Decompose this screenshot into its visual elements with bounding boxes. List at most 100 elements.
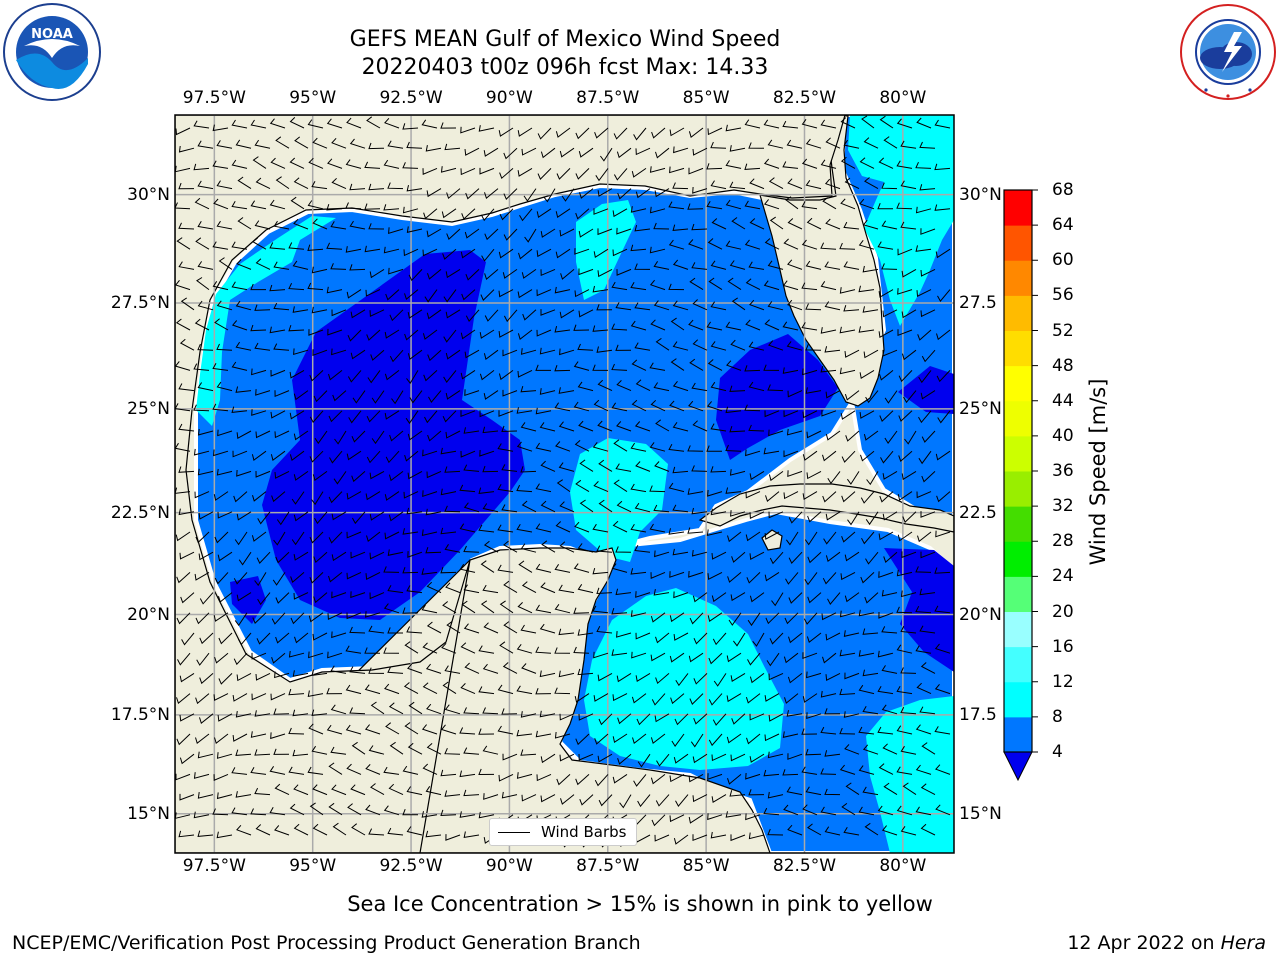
nws-logo-icon xyxy=(1180,4,1276,100)
wind-barb xyxy=(369,309,385,317)
wind-barb xyxy=(217,429,233,437)
colorbar-tick-label: 64 xyxy=(1052,215,1074,236)
wind-barb xyxy=(784,612,799,625)
wind-barb xyxy=(479,410,495,418)
wind-barb xyxy=(214,652,229,664)
noaa-logo-icon: NOAA xyxy=(3,3,101,101)
wind-barb xyxy=(706,163,723,170)
wind-barb xyxy=(825,632,841,641)
wind-barb xyxy=(937,289,951,302)
wind-barb xyxy=(556,479,571,493)
wind-barb xyxy=(333,471,347,485)
wind-barb xyxy=(822,450,837,462)
wind-barb xyxy=(805,786,822,796)
wind-barb xyxy=(725,406,742,414)
wind-barb xyxy=(559,713,575,721)
lon-tick-label-top: 87.5°W xyxy=(576,88,640,108)
wind-barb xyxy=(212,403,229,412)
wind-barb xyxy=(292,749,309,757)
wind-barb xyxy=(802,450,818,461)
wind-barb xyxy=(937,410,951,424)
wind-barb xyxy=(844,672,860,680)
wind-barb xyxy=(707,773,723,780)
wind-barb xyxy=(236,592,252,602)
wind-barb xyxy=(744,200,761,210)
wind-barb xyxy=(634,263,651,270)
wind-barb xyxy=(213,449,229,457)
wind-barb xyxy=(178,830,195,838)
wind-barb xyxy=(592,442,609,452)
wind-barb xyxy=(687,527,704,534)
wind-barb xyxy=(383,647,400,654)
wind-barb xyxy=(785,196,799,210)
wind-barb xyxy=(592,605,609,614)
wind-barb xyxy=(252,612,267,624)
wind-barb xyxy=(332,822,347,836)
wind-barb xyxy=(880,450,894,464)
wind-barb xyxy=(293,390,309,401)
wind-barb xyxy=(517,329,533,340)
wind-barb xyxy=(839,610,856,618)
wind-barb xyxy=(654,550,670,558)
wind-barb xyxy=(918,450,932,465)
wind-barb xyxy=(175,202,191,210)
wind-barb xyxy=(711,794,727,803)
wind-barb xyxy=(801,322,818,331)
wind-barb xyxy=(402,123,419,130)
wind-barb xyxy=(292,709,309,717)
wind-barb xyxy=(858,684,875,695)
wind-barb xyxy=(273,748,290,755)
wind-barb xyxy=(693,673,708,685)
wind-barb xyxy=(517,369,533,378)
colorbar-tick-label: 20 xyxy=(1052,601,1074,622)
colorbar-segment xyxy=(1004,611,1032,648)
wind-barb xyxy=(459,523,476,533)
wind-barb xyxy=(706,200,723,210)
wind-barb xyxy=(707,612,723,623)
wind-barb xyxy=(878,329,894,338)
wind-barb xyxy=(517,602,533,614)
wind-barb xyxy=(346,763,362,775)
wind-barb xyxy=(727,531,742,543)
wind-barb xyxy=(787,259,803,270)
wind-barb xyxy=(841,531,856,543)
wind-barb xyxy=(862,219,879,230)
wind-barb xyxy=(307,690,324,698)
wind-barb xyxy=(689,693,704,705)
wind-barb xyxy=(196,652,210,666)
wind-barb xyxy=(577,343,594,351)
wind-barb xyxy=(916,491,932,499)
wind-barb xyxy=(275,136,290,149)
wind-barb xyxy=(464,389,480,397)
wind-barb xyxy=(688,773,704,783)
wind-barb xyxy=(520,348,537,355)
wind-barb xyxy=(710,301,727,311)
wind-barb xyxy=(769,632,784,645)
wind-barb xyxy=(251,450,267,461)
lon-tick-label-top: 85°W xyxy=(682,88,730,108)
wind-barb xyxy=(711,551,727,560)
wind-barb xyxy=(480,560,495,573)
wind-barb xyxy=(193,404,210,412)
wind-barb xyxy=(710,180,727,190)
wind-barb xyxy=(346,571,362,580)
wind-barb xyxy=(444,790,461,797)
wind-barb xyxy=(370,701,385,715)
wind-barb xyxy=(787,824,803,836)
wind-barb xyxy=(289,117,305,129)
wind-barb xyxy=(178,222,195,230)
wind-barb xyxy=(767,791,784,799)
wind-barb xyxy=(900,667,917,674)
wind-barb xyxy=(710,260,727,270)
wind-barb xyxy=(349,626,366,634)
wind-barb xyxy=(216,831,233,839)
wind-barb xyxy=(843,305,860,312)
wind-barb xyxy=(540,500,556,513)
wind-barb xyxy=(256,551,271,564)
wind-barb xyxy=(634,502,651,513)
wind-barb xyxy=(673,146,689,154)
wind-barb xyxy=(900,625,917,634)
wind-barb xyxy=(560,269,575,280)
wind-barb xyxy=(178,466,195,473)
wind-barb xyxy=(349,666,366,674)
